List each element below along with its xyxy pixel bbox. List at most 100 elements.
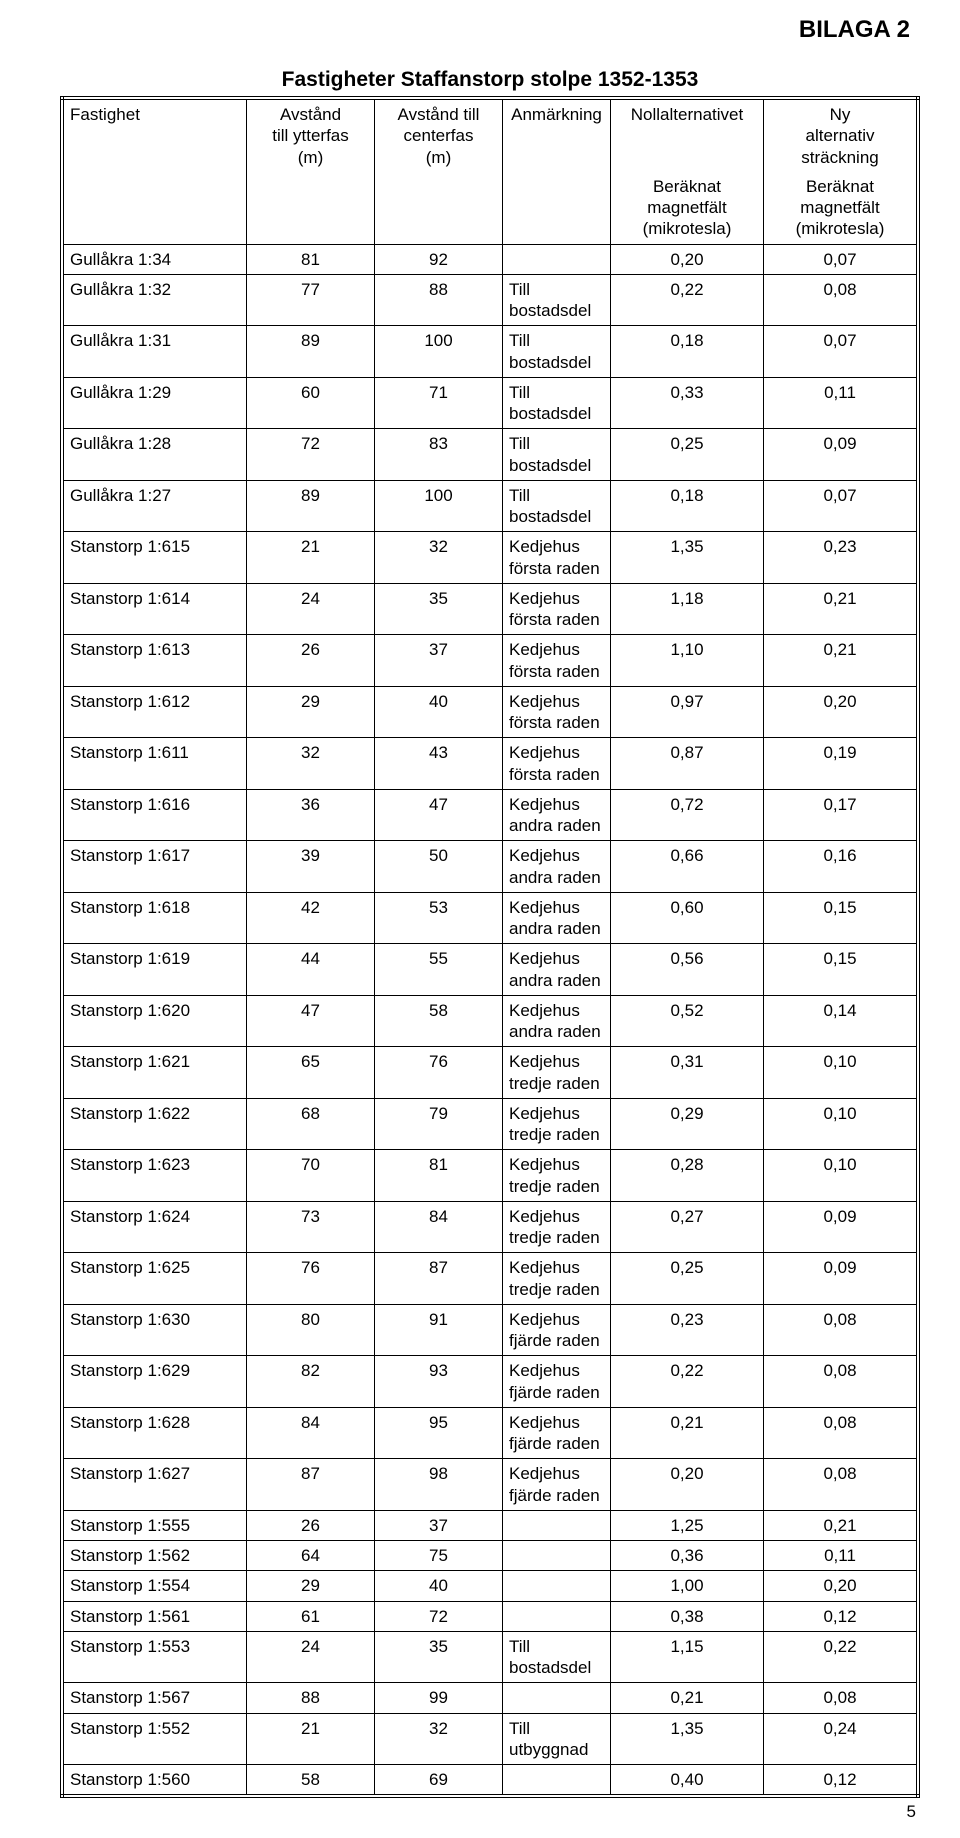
table-row: Gullåkra 1:287283Till bostadsdel0,250,09: [62, 429, 918, 481]
cell-centerfas: 99: [375, 1683, 503, 1713]
cell-anm: [503, 1601, 611, 1631]
cell-ytterfas: 82: [247, 1356, 375, 1408]
cell-anm: Kedjehus fjärde raden: [503, 1356, 611, 1408]
cell-centerfas: 37: [375, 635, 503, 687]
cell-fastighet: Stanstorp 1:611: [62, 738, 247, 790]
cell-anm: Kedjehus fjärde raden: [503, 1407, 611, 1459]
cell-alt: 0,08: [764, 1304, 919, 1356]
table-row: Stanstorp 1:6308091Kedjehus fjärde raden…: [62, 1304, 918, 1356]
table-row: Stanstorp 1:6152132Kedjehus första raden…: [62, 532, 918, 584]
cell-ytterfas: 47: [247, 995, 375, 1047]
cell-ytterfas: 42: [247, 892, 375, 944]
cell-centerfas: 53: [375, 892, 503, 944]
th-blank-1: [62, 172, 247, 244]
cell-ytterfas: 26: [247, 1510, 375, 1540]
cell-alt: 0,12: [764, 1601, 919, 1631]
cell-alt: 0,11: [764, 1541, 919, 1571]
th-sub-alt: Beräknatmagnetfält(mikrotesla): [764, 172, 919, 244]
cell-noll: 0,72: [611, 789, 764, 841]
th-sub-noll: Beräknatmagnetfält(mikrotesla): [611, 172, 764, 244]
th-blank-2: [247, 172, 375, 244]
cell-ytterfas: 89: [247, 326, 375, 378]
cell-anm: Till bostadsdel: [503, 326, 611, 378]
cell-anm: Kedjehus andra raden: [503, 995, 611, 1047]
cell-noll: 0,66: [611, 841, 764, 893]
cell-ytterfas: 58: [247, 1765, 375, 1797]
cell-fastighet: Stanstorp 1:561: [62, 1601, 247, 1631]
cell-fastighet: Gullåkra 1:29: [62, 377, 247, 429]
cell-centerfas: 35: [375, 1631, 503, 1683]
cell-alt: 0,09: [764, 1253, 919, 1305]
th-alt: Nyalternativsträckning: [764, 98, 919, 172]
cell-alt: 0,19: [764, 738, 919, 790]
cell-alt: 0,08: [764, 274, 919, 326]
table-row: Stanstorp 1:55526371,250,21: [62, 1510, 918, 1540]
cell-fastighet: Stanstorp 1:552: [62, 1713, 247, 1765]
cell-fastighet: Stanstorp 1:562: [62, 1541, 247, 1571]
cell-noll: 0,18: [611, 480, 764, 532]
cell-fastighet: Stanstorp 1:627: [62, 1459, 247, 1511]
cell-ytterfas: 60: [247, 377, 375, 429]
cell-noll: 0,20: [611, 1459, 764, 1511]
cell-alt: 0,12: [764, 1765, 919, 1797]
cell-fastighet: Gullåkra 1:32: [62, 274, 247, 326]
cell-centerfas: 92: [375, 244, 503, 274]
table-row: Stanstorp 1:56161720,380,12: [62, 1601, 918, 1631]
cell-centerfas: 75: [375, 1541, 503, 1571]
cell-fastighet: Stanstorp 1:618: [62, 892, 247, 944]
table-row: Stanstorp 1:6288495Kedjehus fjärde raden…: [62, 1407, 918, 1459]
cell-ytterfas: 89: [247, 480, 375, 532]
cell-centerfas: 71: [375, 377, 503, 429]
cell-ytterfas: 72: [247, 429, 375, 481]
th-blank-3: [375, 172, 503, 244]
cell-anm: Kedjehus tredje raden: [503, 1253, 611, 1305]
cell-anm: Kedjehus tredje raden: [503, 1201, 611, 1253]
cell-fastighet: Stanstorp 1:623: [62, 1150, 247, 1202]
cell-fastighet: Stanstorp 1:553: [62, 1631, 247, 1683]
cell-anm: Till bostadsdel: [503, 377, 611, 429]
cell-centerfas: 40: [375, 1571, 503, 1601]
cell-anm: Kedjehus första raden: [503, 738, 611, 790]
table-row: Gullåkra 1:3189100Till bostadsdel0,180,0…: [62, 326, 918, 378]
cell-ytterfas: 88: [247, 1683, 375, 1713]
cell-alt: 0,07: [764, 244, 919, 274]
cell-fastighet: Gullåkra 1:31: [62, 326, 247, 378]
cell-ytterfas: 24: [247, 1631, 375, 1683]
cell-centerfas: 37: [375, 1510, 503, 1540]
table-row: Stanstorp 1:6226879Kedjehus tredje raden…: [62, 1098, 918, 1150]
cell-anm: Till bostadsdel: [503, 1631, 611, 1683]
cell-ytterfas: 70: [247, 1150, 375, 1202]
table-row: Stanstorp 1:56788990,210,08: [62, 1683, 918, 1713]
cell-alt: 0,08: [764, 1683, 919, 1713]
table-row: Stanstorp 1:6204758Kedjehus andra raden0…: [62, 995, 918, 1047]
cell-noll: 0,27: [611, 1201, 764, 1253]
cell-ytterfas: 24: [247, 583, 375, 635]
table-title: Fastigheter Staffanstorp stolpe 1352-135…: [60, 68, 920, 92]
table-row: Stanstorp 1:6298293Kedjehus fjärde raden…: [62, 1356, 918, 1408]
cell-ytterfas: 77: [247, 274, 375, 326]
cell-centerfas: 81: [375, 1150, 503, 1202]
cell-noll: 1,35: [611, 532, 764, 584]
cell-ytterfas: 87: [247, 1459, 375, 1511]
cell-alt: 0,21: [764, 583, 919, 635]
table-row: Stanstorp 1:6184253Kedjehus andra raden0…: [62, 892, 918, 944]
appendix-label: BILAGA 2: [60, 16, 920, 44]
cell-noll: 0,25: [611, 1253, 764, 1305]
cell-alt: 0,11: [764, 377, 919, 429]
cell-ytterfas: 29: [247, 1571, 375, 1601]
cell-alt: 0,07: [764, 480, 919, 532]
cell-ytterfas: 65: [247, 1047, 375, 1099]
cell-alt: 0,09: [764, 429, 919, 481]
cell-fastighet: Stanstorp 1:629: [62, 1356, 247, 1408]
cell-noll: 0,22: [611, 274, 764, 326]
table-row: Stanstorp 1:6122940Kedjehus första raden…: [62, 686, 918, 738]
th-noll: Nollalternativet: [611, 98, 764, 172]
cell-anm: Kedjehus första raden: [503, 532, 611, 584]
cell-alt: 0,07: [764, 326, 919, 378]
cell-alt: 0,09: [764, 1201, 919, 1253]
cell-centerfas: 43: [375, 738, 503, 790]
cell-ytterfas: 21: [247, 1713, 375, 1765]
cell-anm: [503, 1571, 611, 1601]
cell-fastighet: Stanstorp 1:555: [62, 1510, 247, 1540]
cell-anm: Till bostadsdel: [503, 274, 611, 326]
